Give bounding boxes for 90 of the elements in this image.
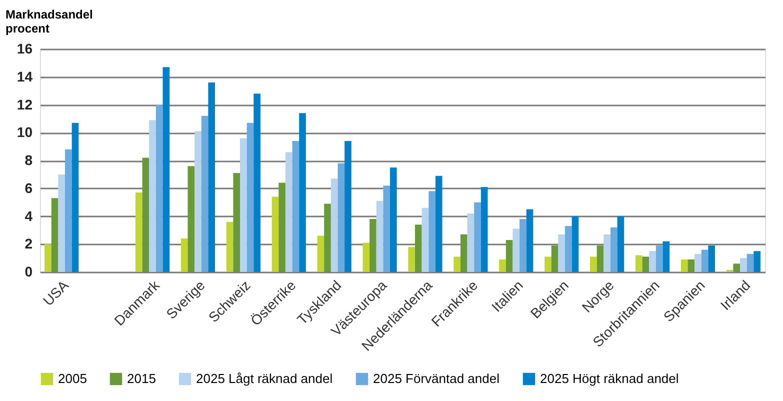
bar — [544, 256, 552, 272]
bar — [324, 204, 331, 272]
bar — [51, 198, 58, 272]
bar — [254, 94, 260, 272]
bar — [596, 246, 604, 272]
bar — [565, 226, 572, 272]
bar — [422, 208, 429, 272]
y-tick-label: 6 — [24, 180, 33, 196]
bar — [72, 122, 79, 272]
bar — [292, 140, 300, 272]
legend-label: 2025 Lågt räknad andel — [196, 371, 333, 386]
bar — [58, 174, 65, 272]
bar — [551, 246, 558, 272]
bar — [460, 234, 468, 272]
bar — [454, 256, 460, 272]
bar — [610, 227, 618, 272]
bar — [467, 213, 474, 272]
y-tick-label: 10 — [16, 124, 33, 140]
bar — [435, 176, 442, 272]
bar — [694, 254, 702, 272]
bar — [383, 186, 390, 272]
bar — [604, 234, 610, 272]
bar — [558, 234, 565, 272]
bar — [317, 236, 324, 272]
bar — [617, 216, 624, 272]
bar — [688, 259, 695, 272]
bar — [272, 196, 279, 272]
bar — [499, 259, 506, 272]
bar — [208, 82, 215, 272]
bar — [376, 200, 384, 272]
y-tick-label: 16 — [16, 40, 33, 56]
bar — [330, 178, 338, 272]
bar — [44, 244, 52, 272]
y-tick-label: 0 — [24, 264, 33, 280]
bar — [162, 67, 170, 272]
bar — [156, 104, 163, 272]
bar — [572, 216, 579, 272]
bar — [135, 192, 142, 272]
bar — [746, 254, 754, 272]
bar — [194, 131, 202, 272]
bar — [233, 173, 240, 272]
bar — [754, 251, 760, 272]
legend-label: 2005 — [58, 371, 87, 386]
bar — [188, 166, 195, 272]
bar — [142, 158, 150, 272]
bar — [370, 219, 376, 272]
bar — [344, 140, 352, 272]
bar — [474, 202, 481, 272]
bar — [656, 246, 663, 272]
y-tick-label: 12 — [16, 96, 33, 112]
bar — [226, 222, 234, 272]
y-tick-label: 8 — [24, 152, 33, 168]
bar — [480, 186, 488, 272]
bar — [680, 259, 688, 272]
bar — [708, 246, 715, 272]
legend-label: 2015 — [127, 371, 156, 386]
bar — [408, 246, 415, 272]
bar — [390, 167, 397, 272]
bar — [428, 191, 436, 272]
bar — [246, 122, 254, 272]
bar — [642, 256, 650, 272]
bar — [362, 242, 370, 272]
bar — [649, 251, 656, 272]
bar — [299, 113, 306, 272]
bar — [201, 116, 208, 272]
x-tick-label: USA — [40, 276, 72, 309]
bar — [278, 182, 286, 272]
bar — [415, 224, 422, 272]
bar — [65, 149, 72, 272]
y-tick-label: 4 — [24, 208, 33, 224]
bar — [740, 258, 747, 272]
legend-label: 2025 Högt räknad andel — [540, 371, 679, 386]
y-tick-label: 2 — [24, 236, 33, 252]
legend-label: 2025 Förväntad andel — [373, 371, 500, 386]
bar — [149, 120, 156, 272]
bar — [733, 264, 740, 272]
bar — [506, 240, 513, 272]
bar — [285, 152, 292, 272]
bar — [701, 250, 708, 272]
bar — [240, 138, 247, 272]
bar — [635, 255, 642, 272]
bar — [338, 163, 345, 272]
y-axis-title: Marknadsandel procent — [6, 8, 93, 36]
bar — [180, 238, 188, 272]
y-tick-label: 14 — [16, 68, 33, 84]
bar — [520, 219, 526, 272]
bar — [662, 241, 670, 272]
bar — [590, 256, 597, 272]
bar — [512, 228, 520, 272]
bar — [526, 209, 534, 272]
